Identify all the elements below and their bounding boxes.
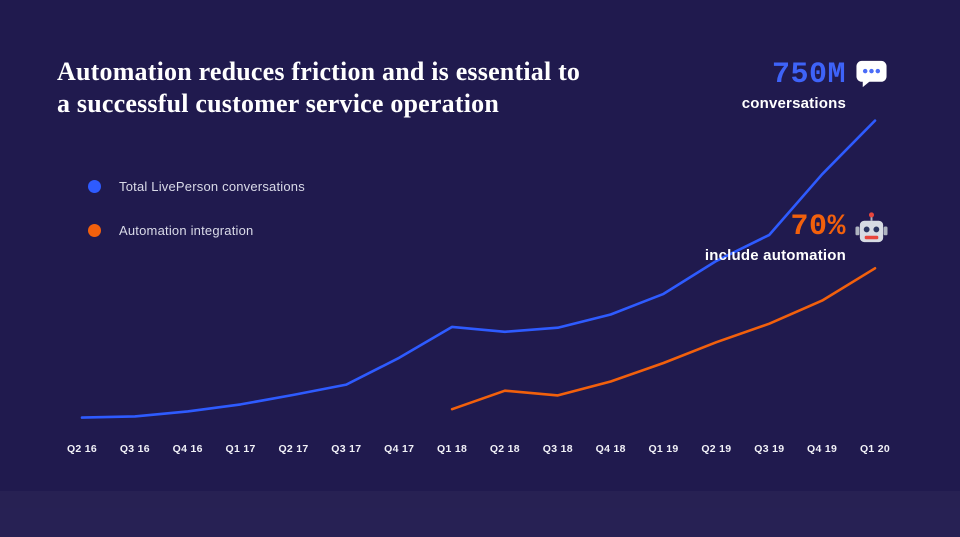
x-axis-label: Q3 19 [754,443,785,455]
footer-band [0,491,960,537]
x-axis-label: Q1 17 [225,443,256,455]
automation-integration-line [450,266,877,411]
chart-legend: Total LivePerson conversations Automatio… [88,178,305,266]
x-axis-label: Q4 17 [384,443,415,455]
x-axis-label: Q1 18 [437,443,468,455]
page-title: Automation reduces friction and is essen… [57,56,580,120]
x-axis-label: Q2 18 [489,443,520,455]
x-axis-label: Q2 17 [278,443,309,455]
x-axis-label: Q4 18 [595,443,626,455]
title-line-2: a successful customer service operation [57,89,500,118]
x-axis-label: Q4 16 [172,443,203,455]
orange-dot-icon [88,223,101,237]
automation-value: 70% [790,210,846,244]
callout-conversations: 750M conversations [742,58,888,112]
x-axis-label: Q2 19 [701,443,732,455]
callout-conversations-row: 750M [772,58,888,92]
automation-label: include automation [704,247,846,264]
x-axis-label: Q3 18 [542,443,573,455]
x-axis-label: Q3 16 [119,443,150,455]
x-axis-label: Q2 16 [66,443,98,455]
legend-label: Total LivePerson conversations [119,178,305,194]
x-axis-label: Q1 19 [648,443,679,455]
callout-automation-row: 70% [790,210,888,244]
legend-label: Automation integration [119,222,254,238]
legend-item-automation: Automation integration [88,222,305,238]
blue-dot-icon [88,179,101,193]
x-axis-label: Q3 17 [331,443,362,455]
total-conversations-line [80,119,877,419]
title-line-1: Automation reduces friction and is essen… [57,57,581,86]
legend-item-conversations: Total LivePerson conversations [88,178,305,194]
conversations-value: 750M [771,58,846,92]
callout-automation: 70% include automation [705,210,888,264]
speech-bubble-icon [855,59,888,92]
x-axis-label: Q4 19 [807,443,838,455]
x-axis-label: Q1 20 [859,443,891,455]
robot-icon [855,211,888,244]
conversations-label: conversations [741,95,846,112]
